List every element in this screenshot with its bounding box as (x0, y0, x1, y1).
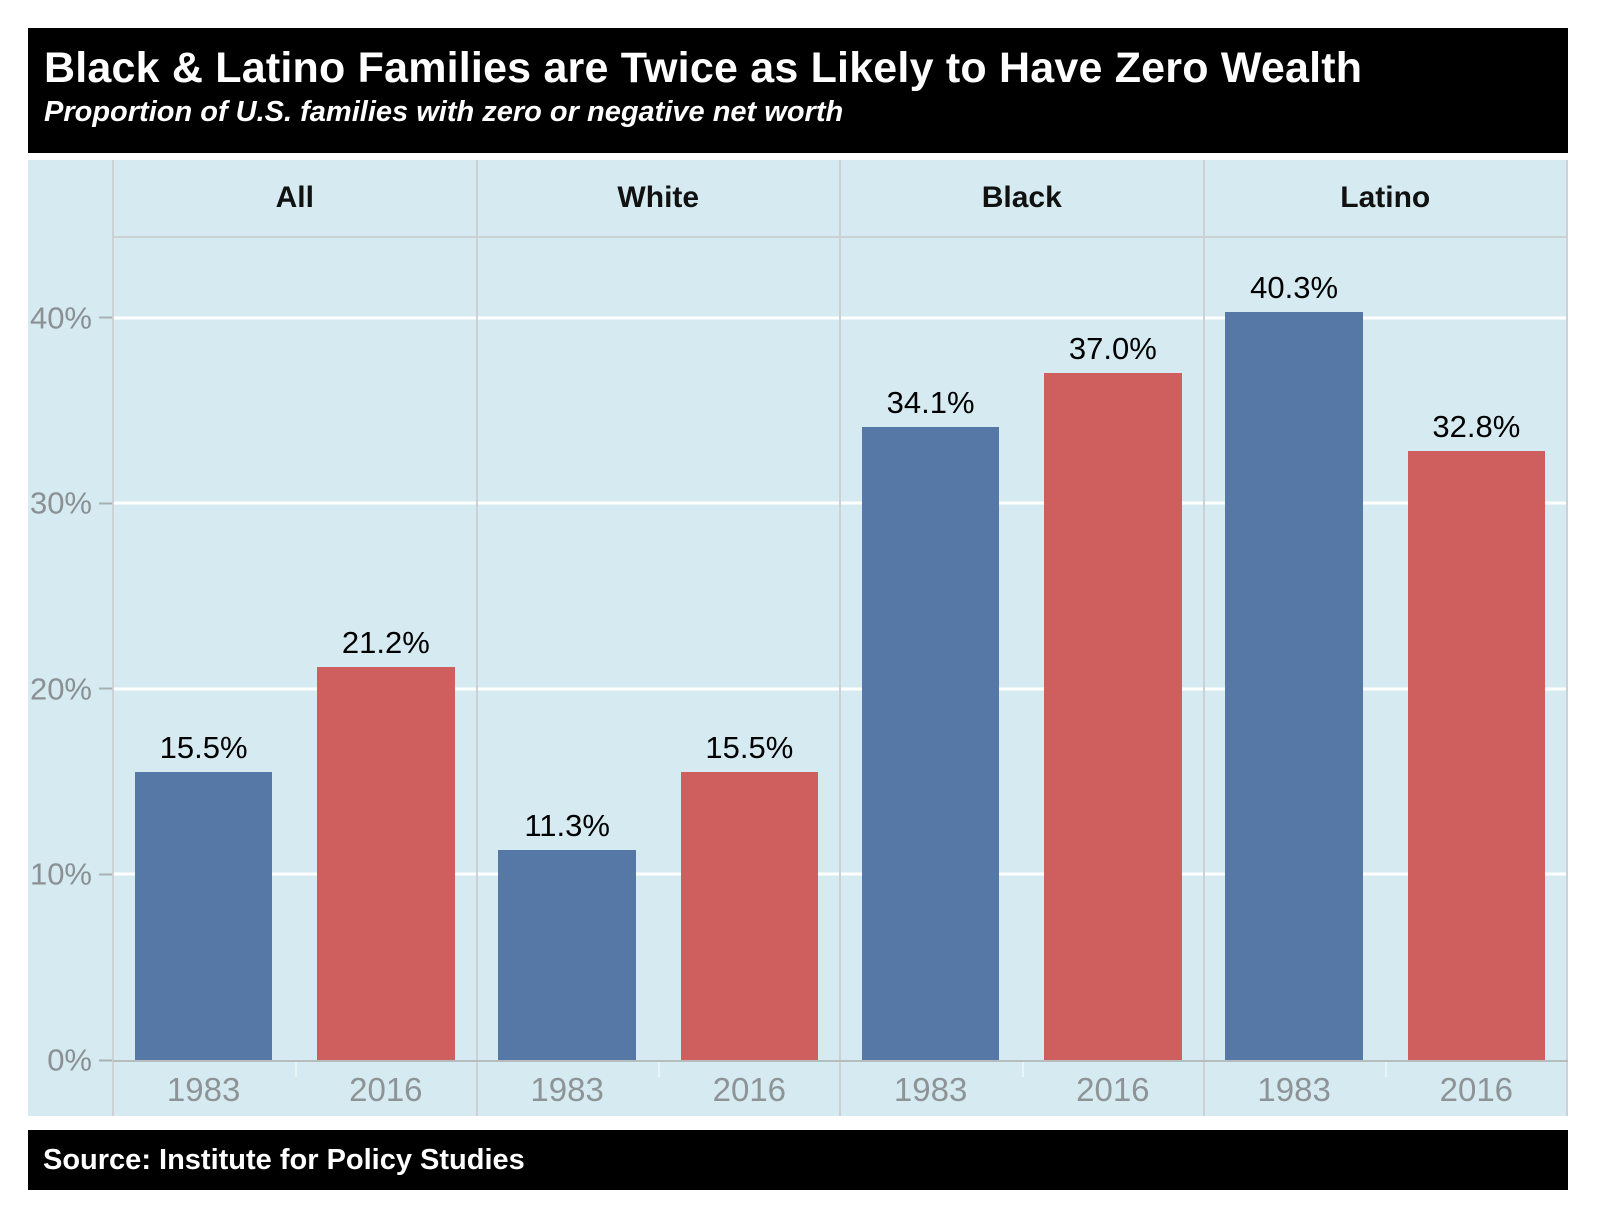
y-tick: 10% (30, 859, 112, 890)
group-latino: 40.3% 32.8% (1205, 238, 1568, 1060)
bar-value-label: 34.1% (886, 385, 975, 421)
bar-1983-latino: 40.3% (1225, 272, 1363, 1060)
x-tick-label-black-1983: 1983 (893, 1071, 968, 1108)
bar-1983-all: 15.5% (134, 732, 273, 1060)
x-axis: 1983 2016 1983 2016 1983 2016 1983 2016 (112, 1060, 1568, 1116)
y-tick-label: 30% (29, 485, 92, 521)
y-tick-mark (99, 1059, 112, 1061)
x-tick-label-all-1983: 1983 (166, 1071, 241, 1108)
chart-subtitle: Proportion of U.S. families with zero or… (44, 96, 844, 129)
x-tick-label-all-2016: 2016 (349, 1071, 423, 1108)
x-tick-label-latino-1983: 1983 (1257, 1071, 1331, 1108)
x-group-black: 1983 2016 (841, 1062, 1205, 1116)
y-axis: 0% 10% 20% 30% 40% (28, 238, 112, 1076)
bar-2016-latino: 32.8% (1407, 411, 1546, 1060)
group-black: 34.1% 37.0% (841, 238, 1205, 1060)
x-tick-label-white-2016: 2016 (712, 1071, 787, 1108)
y-tick-mark (99, 502, 112, 505)
group-all: 15.5% 21.2% (114, 238, 478, 1060)
bar-value-label: 15.5% (705, 730, 794, 766)
group-header-white: White (478, 160, 841, 236)
bar-1983-black: 34.1% (861, 387, 1000, 1060)
x-group-all: 1983 2016 (114, 1062, 478, 1116)
x-group-white: 1983 2016 (478, 1062, 841, 1116)
bar-value-label: 37.0% (1068, 331, 1157, 367)
bar-2016-white: 15.5% (680, 732, 819, 1060)
group-header-all: All (114, 160, 478, 236)
bar-value-label: 40.3% (1250, 270, 1339, 306)
x-mid-tick (658, 1062, 661, 1077)
x-tick-label-white-1983: 1983 (530, 1071, 604, 1108)
chart-panel: All White Black Latino 0% 10% 20% 30% 40% 15.5%… (28, 160, 1568, 1116)
x-mid-tick (294, 1062, 297, 1077)
bar-value-label: 15.5% (159, 730, 248, 766)
source-bar: Source: Institute for Policy Studies (28, 1130, 1568, 1190)
bar-value-label: 21.2% (341, 624, 430, 660)
x-group-latino: 1983 2016 (1205, 1062, 1568, 1116)
y-tick-mark (99, 316, 112, 319)
bar-value-label: 32.8% (1432, 409, 1521, 445)
chart-title-bar: Black & Latino Families are Twice as Lik… (28, 28, 1568, 153)
y-tick-label: 0% (47, 1042, 92, 1078)
y-tick-mark (99, 687, 112, 690)
y-tick-label: 20% (29, 671, 92, 707)
header-spacer (28, 160, 112, 238)
x-tick-label-black-2016: 2016 (1076, 1071, 1150, 1108)
y-tick-label: 40% (29, 300, 92, 336)
bar-1983-white: 11.3% (498, 810, 636, 1060)
chart-title: Black & Latino Families are Twice as Lik… (44, 44, 1363, 92)
bar-2016-all: 21.2% (317, 627, 455, 1060)
bar-2016-black: 37.0% (1044, 333, 1182, 1060)
y-tick-label: 10% (29, 856, 92, 892)
source-text: Source: Institute for Policy Studies (43, 1143, 525, 1176)
y-tick: 20% (30, 673, 112, 704)
x-mid-tick (1021, 1062, 1024, 1077)
y-tick: 0% (47, 1045, 112, 1076)
plot-area: 15.5% 21.2% 11.3% 15.5% 34.1% 37.0% 40.3% 32.8% (112, 238, 1568, 1060)
bar-value-label: 11.3% (524, 808, 610, 844)
group-white: 11.3% 15.5% (478, 238, 841, 1060)
group-header-latino: Latino (1205, 160, 1568, 236)
x-tick-label-latino-2016: 2016 (1439, 1071, 1514, 1108)
y-tick-mark (99, 873, 112, 876)
y-tick: 40% (30, 302, 112, 333)
group-headers: All White Black Latino (112, 160, 1568, 238)
y-tick: 30% (30, 488, 112, 519)
group-header-black: Black (841, 160, 1205, 236)
x-mid-tick (1385, 1062, 1388, 1077)
